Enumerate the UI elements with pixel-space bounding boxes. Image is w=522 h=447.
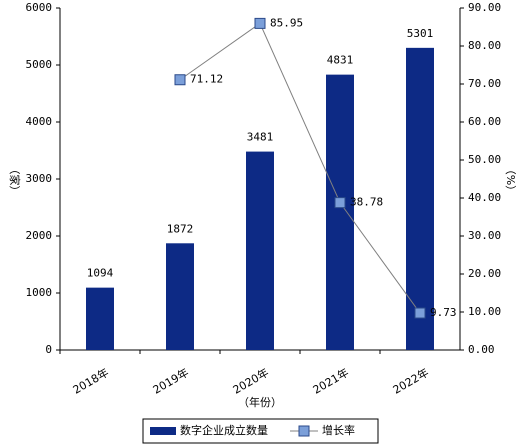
y-tick-label: 5000 [26,58,53,71]
y-axis-title: （家） [8,164,22,197]
y2-tick-label: 90.00 [468,1,501,14]
bar-label: 5301 [407,27,434,40]
bar [406,47,434,351]
bar [166,243,194,350]
y2-tick-label: 50.00 [468,153,501,166]
y-tick-label: 4000 [26,115,53,128]
line-label: 38.78 [350,196,383,209]
x-axis-title: （年份） [238,395,282,409]
y2-tick-label: 80.00 [468,39,501,52]
bar [246,151,274,350]
bar [326,74,354,351]
y-tick-label: 0 [45,343,52,356]
y-tick-label: 6000 [26,1,53,14]
bar-label: 1872 [167,222,194,235]
y2-tick-label: 20.00 [468,267,501,280]
y2-tick-label: 10.00 [468,305,501,318]
legend-label: 增长率 [322,423,355,437]
bar-label: 4831 [327,54,354,67]
line-marker [414,307,426,319]
line-marker [334,197,346,209]
line [179,22,421,314]
bar-label: 1094 [87,267,114,280]
legend-box [142,418,379,444]
bar-label: 3481 [247,131,274,144]
line-marker [174,74,186,86]
line-marker [254,17,266,29]
bar [86,287,114,350]
x-tick-label: 2018年 [70,365,111,397]
x-tick-label: 2020年 [230,365,271,397]
y2-tick-label: 0.00 [468,343,495,356]
legend-swatch [150,427,176,435]
x-tick-label: 2021年 [310,365,351,397]
line-label: 85.95 [270,16,303,29]
y2-tick-label: 60.00 [468,115,501,128]
y2-tick-label: 40.00 [468,191,501,204]
y-tick-label: 1000 [26,286,53,299]
line-label: 9.73 [430,306,457,319]
legend-label: 数字企业成立数量 [180,423,268,437]
y2-axis-title: （%） [504,164,517,196]
y-tick-label: 2000 [26,229,53,242]
y2-tick-label: 70.00 [468,77,501,90]
x-tick-label: 2019年 [150,365,191,397]
line-label: 71.12 [190,73,223,86]
y2-tick-label: 30.00 [468,229,501,242]
legend-marker [298,425,310,437]
y-tick-label: 3000 [26,172,53,185]
x-tick-label: 2022年 [390,365,431,397]
